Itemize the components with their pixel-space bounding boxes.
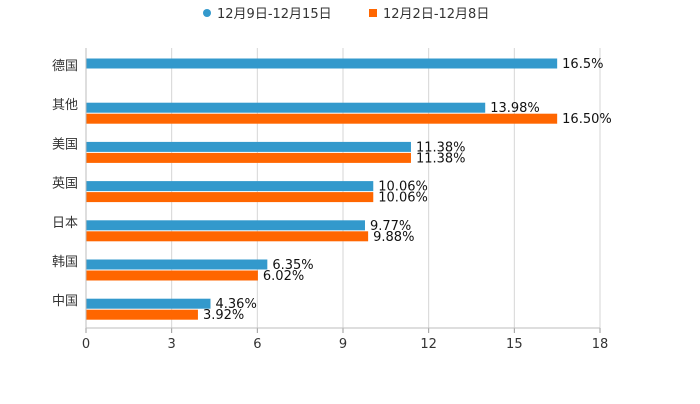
y-category-label: 中国 [52, 294, 78, 309]
bar-series-2 [86, 113, 558, 124]
legend-label-series-2: 12月2日-12月8日 [383, 7, 489, 22]
legend-marker-series-2 [369, 9, 377, 17]
data-label-series-1: 13.98% [490, 101, 540, 116]
data-label-series-1: 4.36% [216, 297, 257, 312]
x-tick-label: 15 [506, 337, 523, 352]
bar-series-2 [86, 309, 198, 320]
data-label-series-1: 10.06% [378, 180, 428, 195]
data-label-series-2: 6.02% [263, 269, 304, 284]
bar-series-1 [86, 298, 211, 309]
y-category-label: 其他 [52, 98, 78, 113]
x-tick-label: 3 [168, 337, 176, 352]
data-label-series-2: 16.50% [562, 112, 612, 127]
bar-series-1 [86, 220, 365, 231]
legend-label-series-1: 12月9日-12月15日 [217, 7, 332, 22]
data-label-series-1: 16.5% [562, 57, 603, 72]
bar-series-1 [86, 102, 486, 113]
data-label-series-1: 9.77% [370, 219, 411, 234]
data-label-series-2: 3.92% [203, 308, 244, 323]
legend: 12月9日-12月15日 12月2日-12月8日 [203, 7, 489, 22]
y-category-label: 美国 [52, 137, 78, 152]
x-tick-label: 6 [253, 337, 261, 352]
x-tick-label: 18 [592, 337, 609, 352]
data-label-series-1: 6.35% [272, 258, 313, 273]
data-label-series-2: 11.38% [416, 151, 466, 166]
x-tick-label: 12 [420, 337, 437, 352]
bar-series-1 [86, 181, 374, 192]
bar-series-1 [86, 58, 558, 69]
x-tick-label: 9 [339, 337, 347, 352]
legend-marker-series-1 [203, 9, 211, 17]
y-category-label: 韩国 [52, 255, 78, 270]
bars [86, 58, 558, 320]
y-category-label: 英国 [52, 177, 78, 192]
bar-series-2 [86, 192, 374, 203]
bar-series-2 [86, 270, 258, 281]
data-label-series-2: 9.88% [373, 230, 414, 245]
bar-series-2 [86, 231, 369, 242]
data-label-series-1: 11.38% [416, 140, 466, 155]
bar-series-1 [86, 141, 411, 152]
data-label-series-2: 10.06% [378, 191, 428, 206]
value-labels: 16.5% 13.98% 16.50% 11.38%11.38% 10.06%10.06… [203, 57, 612, 323]
y-category-label: 德国 [52, 59, 78, 74]
bar-series-2 [86, 152, 411, 163]
bar-series-1 [86, 259, 268, 270]
x-tick-label: 0 [82, 337, 90, 352]
y-category-label: 日本 [52, 216, 78, 231]
